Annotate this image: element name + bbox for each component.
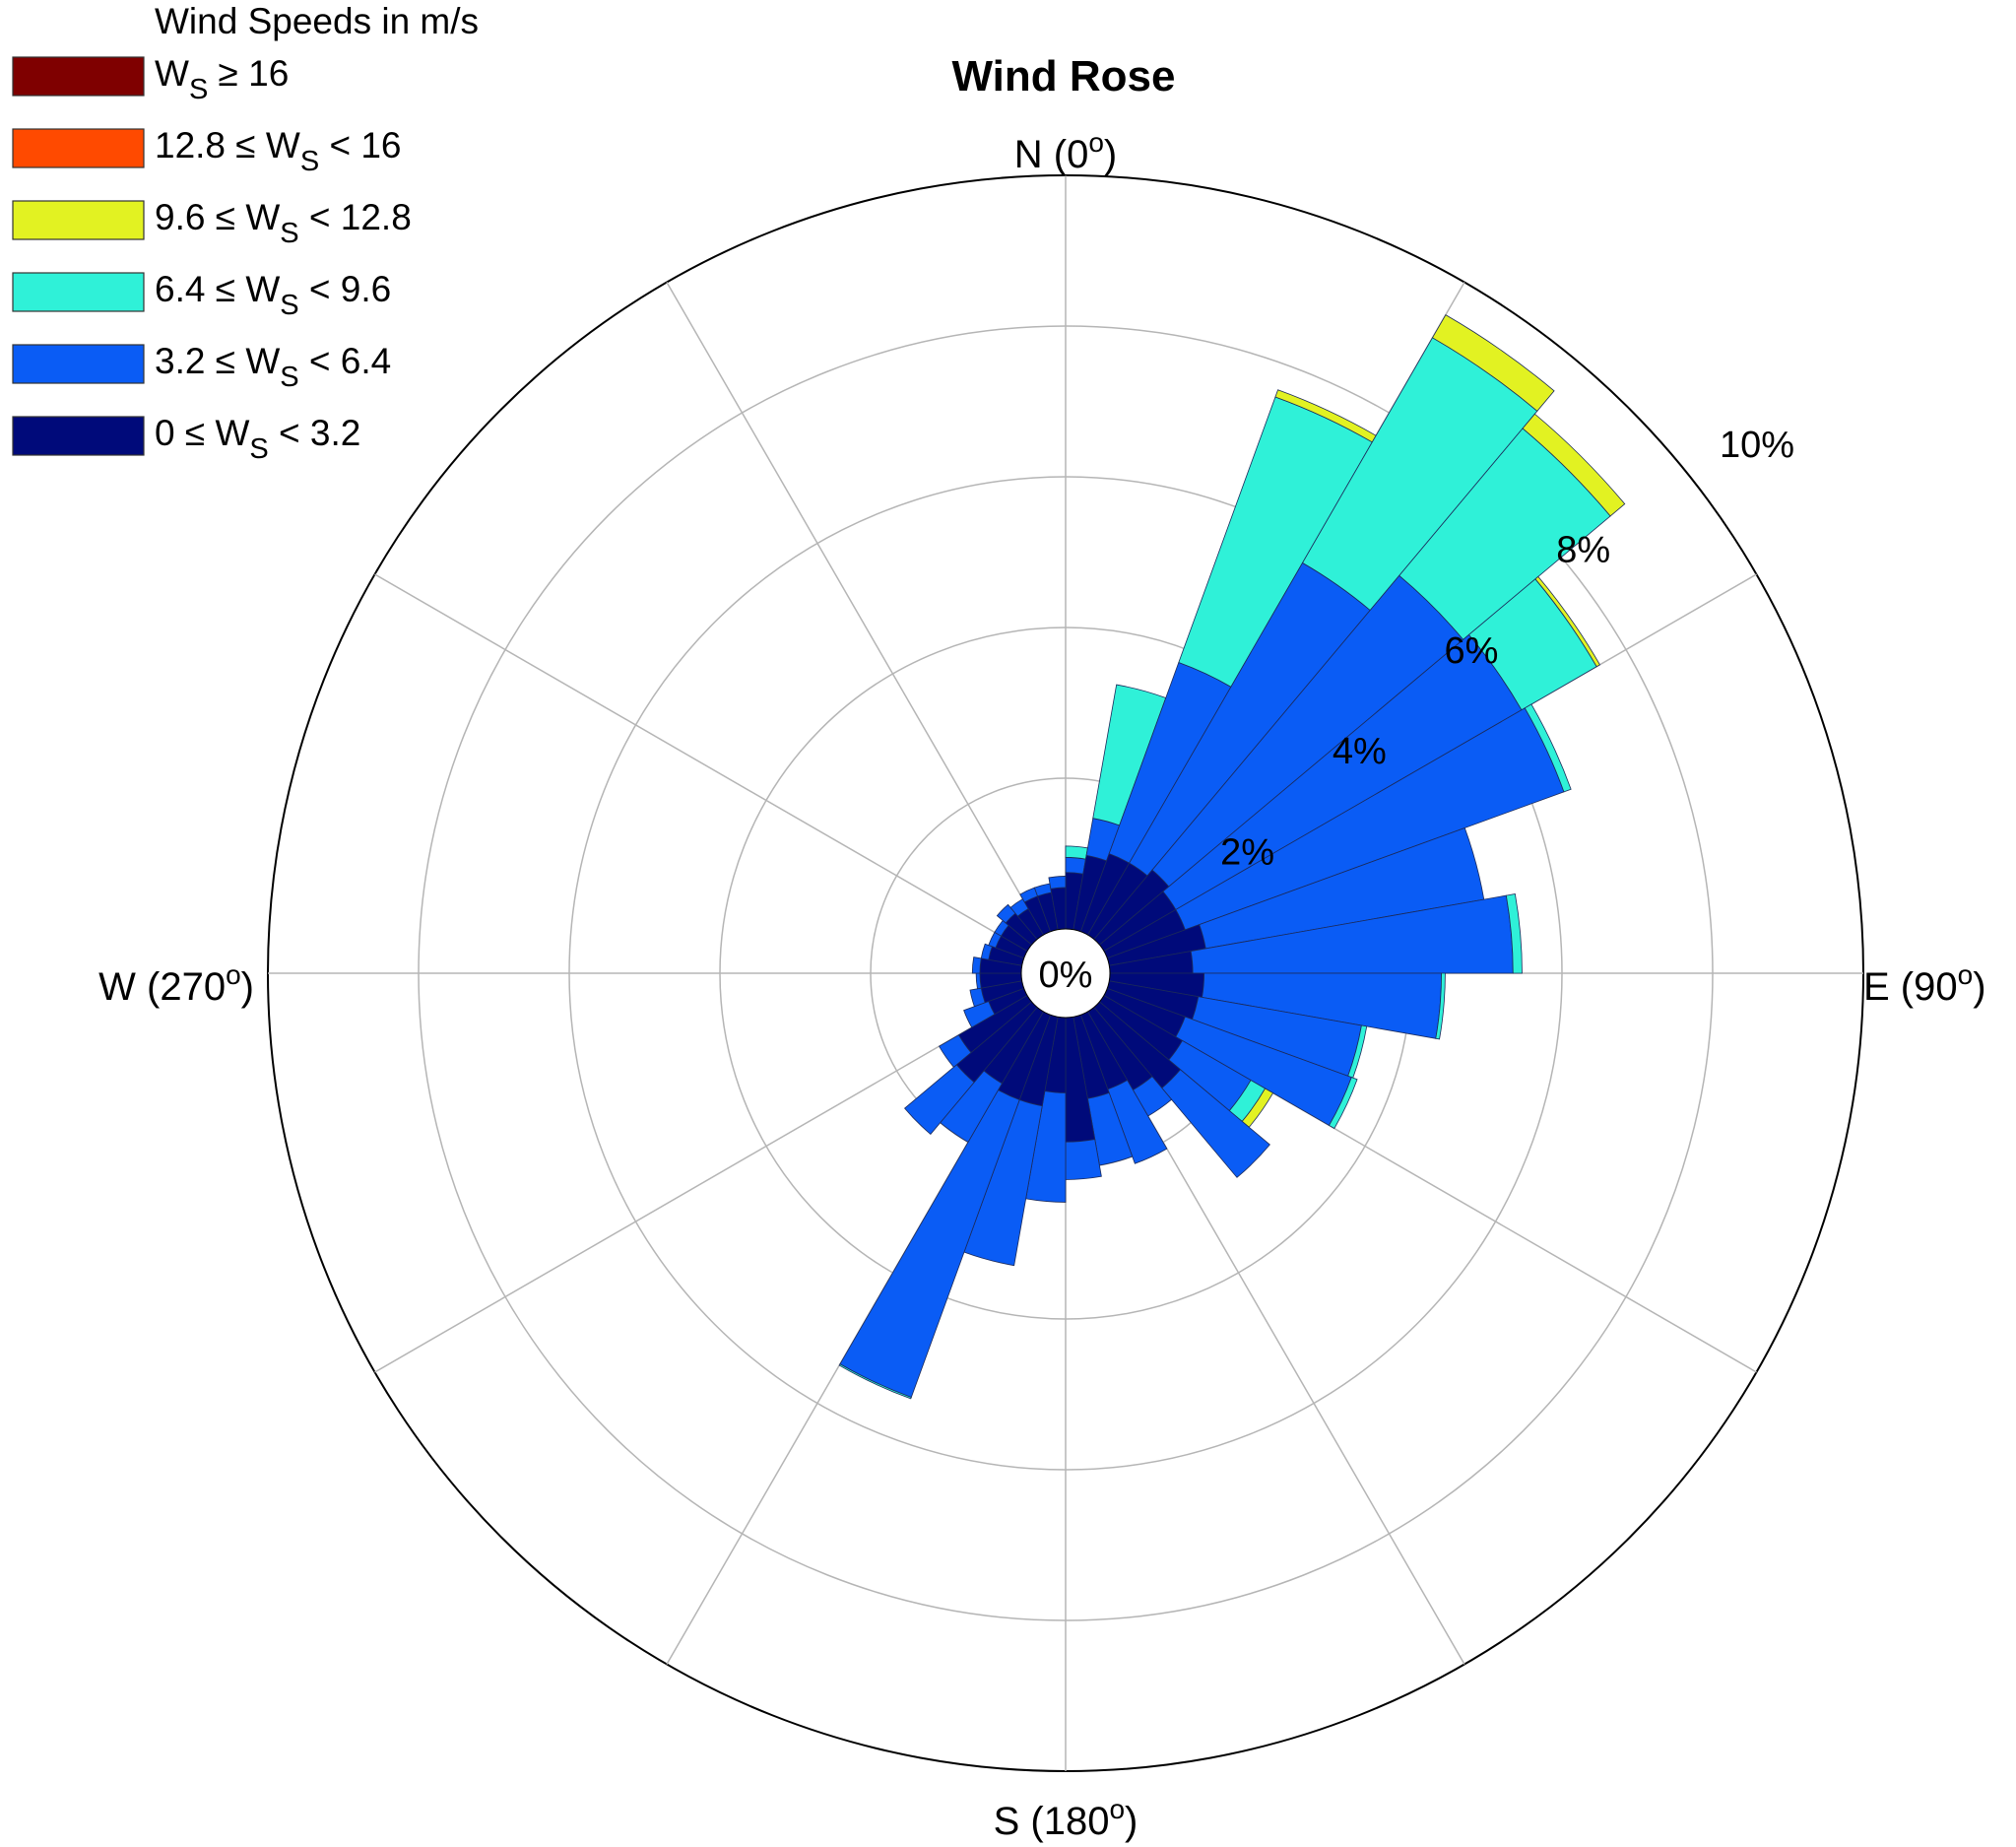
direction-label-s: S (180o)	[994, 1794, 1138, 1843]
wedge-155-speed-bin-1	[1107, 1079, 1168, 1164]
legend-label-0: WS ≥ 16	[155, 53, 289, 105]
legend-label-5: 0 ≤ WS < 3.2	[155, 413, 360, 465]
wedge-255-speed-bin-1	[969, 987, 986, 1008]
wedge-315-speed-bin-1	[996, 903, 1016, 924]
wedge-355-speed-bin-1	[1048, 876, 1067, 890]
wedge-205-speed-bin-2	[838, 1363, 912, 1400]
legend: Wind Speeds in m/s WS ≥ 16 12.8 ≤ WS < 16…	[12, 1, 479, 465]
legend-title: Wind Speeds in m/s	[155, 1, 479, 41]
wedge-35-speed-bin-3	[1431, 314, 1555, 412]
wedge-235-speed-bin-1	[939, 1034, 972, 1068]
radial-label-0: 0%	[1039, 955, 1093, 996]
legend-swatch-1	[12, 128, 145, 168]
chart-title: Wind Rose	[952, 52, 1176, 100]
wedge-5-speed-bin-2	[1065, 845, 1088, 860]
wedge-275-speed-bin-1	[971, 956, 982, 974]
wedge-175-speed-bin-1	[1065, 1139, 1102, 1180]
wedge-245-speed-bin-1	[963, 1000, 996, 1028]
grid-spoke	[666, 282, 1045, 936]
direction-label-n: N (0o)	[1014, 127, 1117, 176]
wedge-135-speed-bin-1	[1161, 1069, 1270, 1178]
radial-label-6pct: 6%	[1445, 630, 1499, 672]
radial-label-2pct: 2%	[1220, 832, 1274, 874]
wedge-285-speed-bin-1	[980, 943, 993, 960]
wedge-115-speed-bin-2	[1328, 1077, 1358, 1130]
center-hole: 0%	[1020, 928, 1111, 1019]
legend-label-3: 6.4 ≤ WS < 9.6	[155, 269, 391, 321]
radial-label-10pct: 10%	[1720, 425, 1794, 466]
legend-swatch-3	[12, 272, 145, 312]
direction-label-e: E (90o)	[1863, 959, 1986, 1009]
legend-label-1: 12.8 ≤ WS < 16	[155, 125, 402, 177]
direction-labels: N (0o) E (90o) S (180o) W (270o)	[98, 127, 1985, 1843]
wedge-65-speed-bin-2	[1524, 703, 1572, 793]
radial-labels: 2% 4% 6% 8% 10%	[1220, 425, 1794, 874]
grid-spoke	[374, 994, 1028, 1373]
legend-label-4: 3.2 ≤ WS < 6.4	[155, 341, 391, 393]
wedge-55-speed-bin-3	[1534, 575, 1601, 668]
legend-label-2: 9.6 ≤ WS < 12.8	[155, 197, 412, 249]
legend-swatch-4	[12, 344, 145, 384]
radial-label-8pct: 8%	[1556, 529, 1610, 570]
radial-label-4pct: 4%	[1333, 731, 1387, 772]
wedge-95-speed-bin-2	[1435, 972, 1446, 1040]
center-circle	[1020, 928, 1111, 1019]
legend-swatch-2	[12, 200, 145, 240]
legend-swatch-0	[12, 56, 145, 97]
grid-spoke	[374, 573, 1028, 953]
sector-bars	[838, 314, 1626, 1400]
wedge-45-speed-bin-3	[1522, 413, 1626, 517]
wedge-85-speed-bin-2	[1505, 893, 1523, 974]
wedge-225-speed-bin-1	[904, 1064, 975, 1135]
direction-label-w: W (270o)	[98, 959, 254, 1009]
legend-swatch-5	[12, 416, 145, 456]
wedge-5-speed-bin-1	[1065, 856, 1086, 875]
